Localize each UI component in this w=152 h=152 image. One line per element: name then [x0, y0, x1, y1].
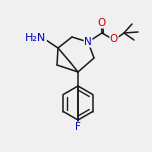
Text: F: F — [75, 122, 81, 132]
Text: O: O — [97, 18, 105, 28]
Text: H₂N: H₂N — [25, 33, 46, 43]
Text: O: O — [110, 34, 118, 44]
Text: N: N — [84, 37, 92, 47]
